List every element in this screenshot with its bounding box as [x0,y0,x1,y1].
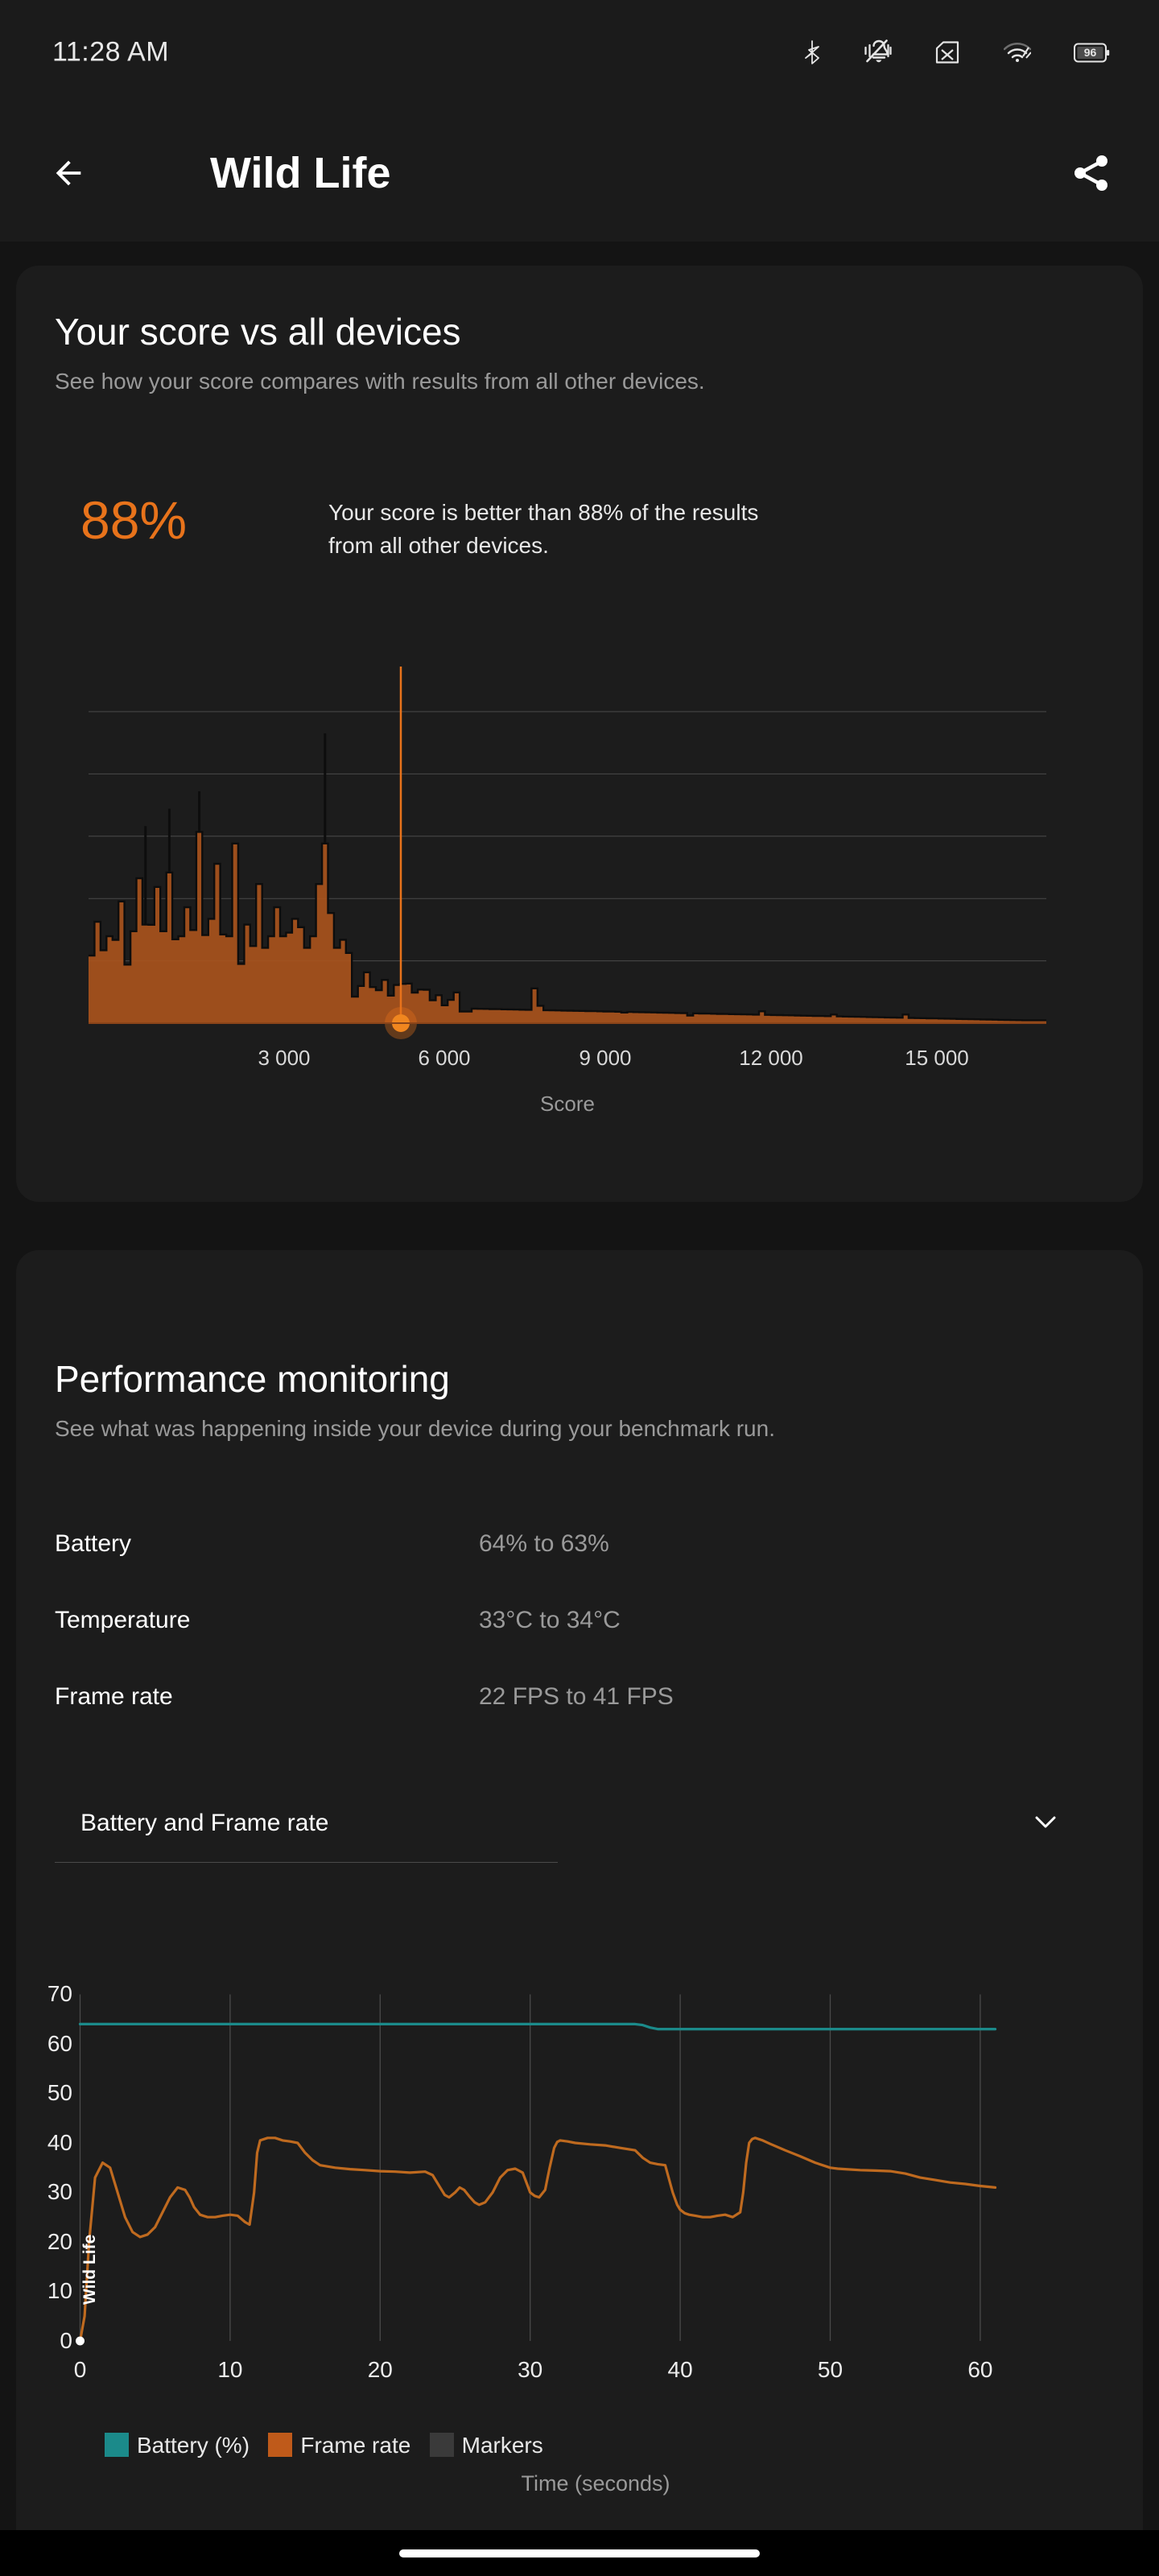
svg-text:50: 50 [47,2080,72,2105]
svg-text:20: 20 [368,2357,393,2382]
svg-text:9 000: 9 000 [579,1046,631,1070]
svg-text:15 000: 15 000 [905,1046,969,1070]
svg-text:60: 60 [47,2031,72,2056]
svg-text:30: 30 [47,2179,72,2204]
svg-text:Wild Life: Wild Life [80,2235,99,2305]
svg-text:10: 10 [47,2278,72,2303]
svg-text:50: 50 [818,2357,843,2382]
svg-text:96: 96 [1084,46,1097,59]
svg-text:0: 0 [60,2328,72,2353]
svg-text:10: 10 [217,2357,242,2382]
svg-text:3 000: 3 000 [258,1046,310,1070]
svg-text:30: 30 [518,2357,542,2382]
svg-text:0: 0 [74,2357,87,2382]
svg-text:40: 40 [47,2130,72,2155]
svg-text:12 000: 12 000 [739,1046,803,1070]
svg-text:Score: Score [540,1092,595,1116]
svg-text:60: 60 [967,2357,992,2382]
svg-text:70: 70 [47,1981,72,2006]
svg-text:20: 20 [47,2229,72,2254]
svg-text:6 000: 6 000 [418,1046,470,1070]
svg-text:40: 40 [668,2357,693,2382]
